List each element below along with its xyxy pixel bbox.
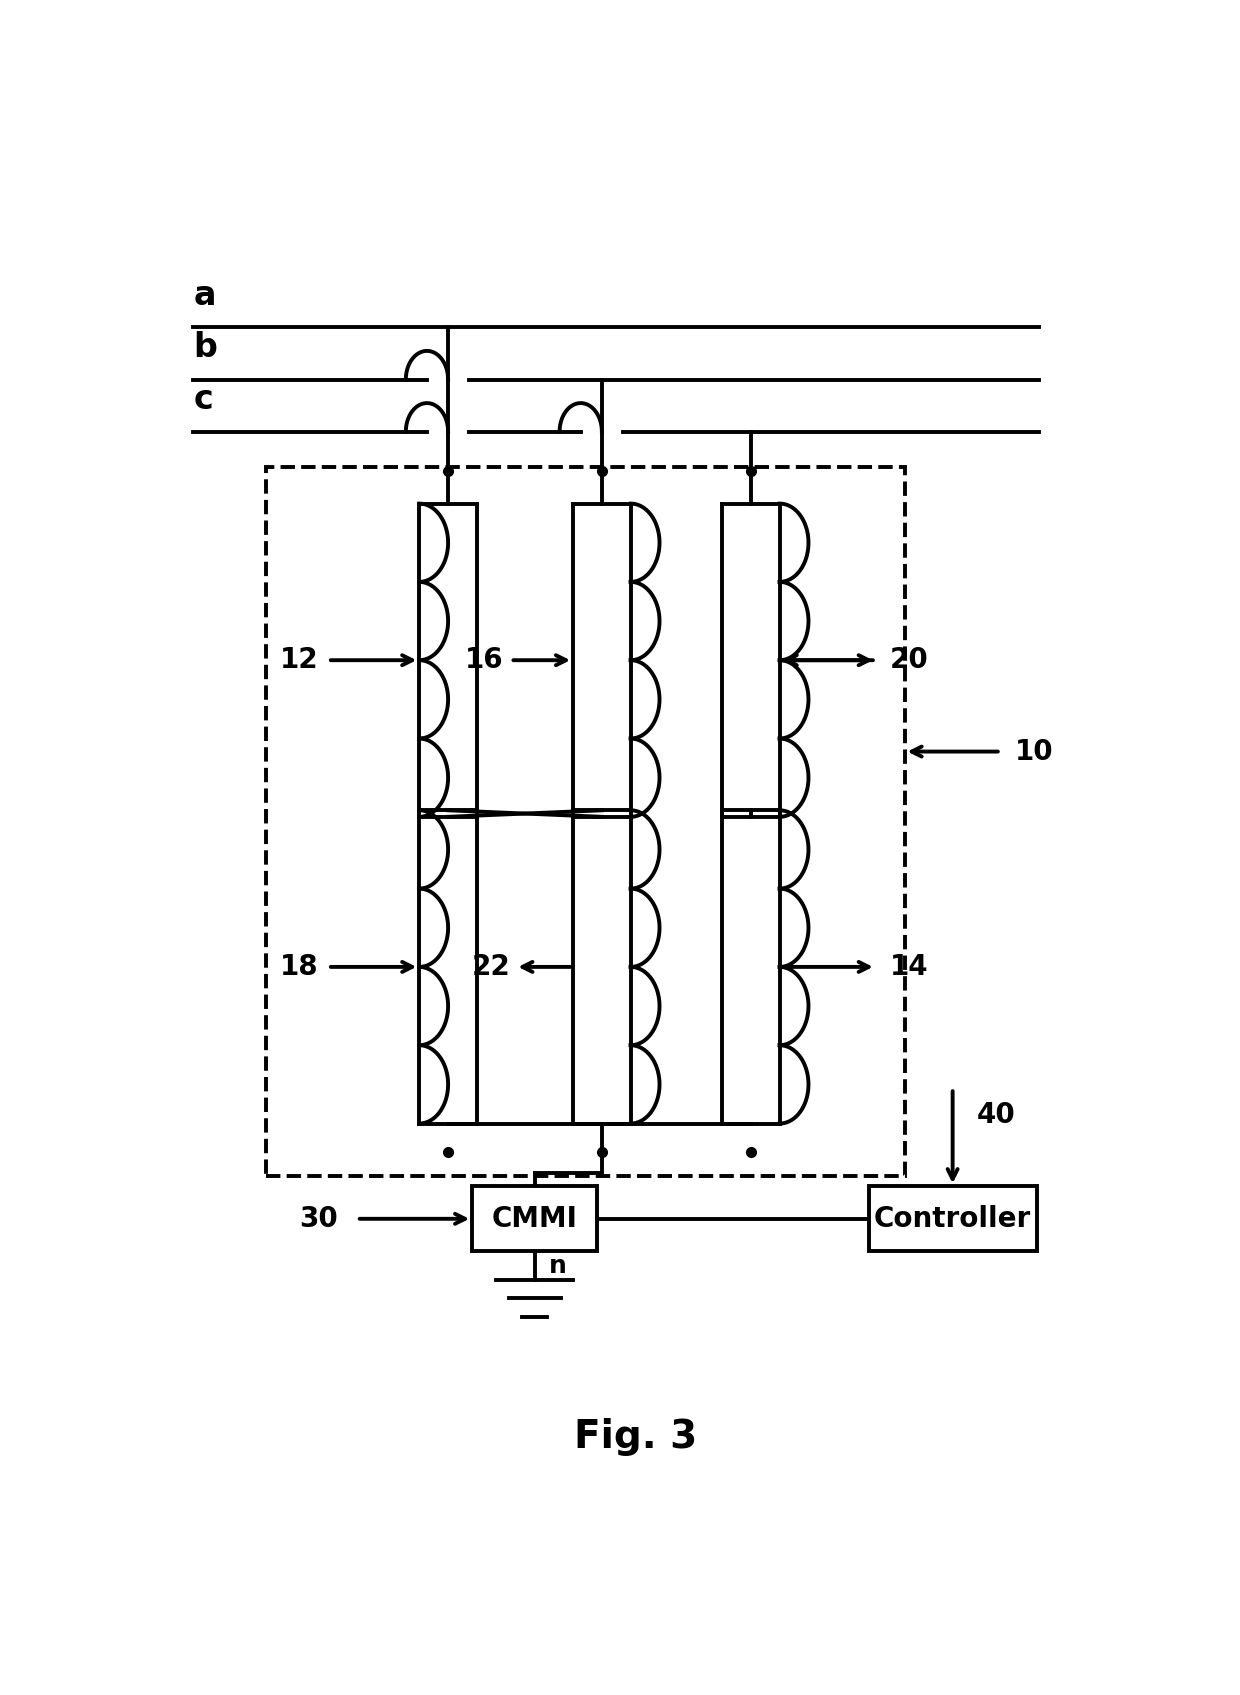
Text: 18: 18 bbox=[280, 953, 319, 981]
Text: 30: 30 bbox=[299, 1205, 337, 1232]
Text: 14: 14 bbox=[890, 953, 929, 981]
Text: Controller: Controller bbox=[874, 1205, 1032, 1232]
Text: a: a bbox=[193, 278, 216, 312]
Text: n: n bbox=[549, 1254, 567, 1278]
Text: 20: 20 bbox=[890, 646, 929, 675]
Text: Fig. 3: Fig. 3 bbox=[574, 1417, 697, 1456]
Text: b: b bbox=[193, 331, 217, 364]
Bar bbox=[868, 1186, 1037, 1251]
Bar bbox=[472, 1186, 596, 1251]
Text: c: c bbox=[193, 383, 213, 417]
Text: CMMI: CMMI bbox=[491, 1205, 578, 1232]
Text: 40: 40 bbox=[977, 1102, 1016, 1129]
Text: 10: 10 bbox=[1016, 737, 1054, 766]
Text: 16: 16 bbox=[465, 646, 503, 675]
Text: 12: 12 bbox=[280, 646, 319, 675]
Bar bbox=[265, 468, 905, 1176]
Text: 22: 22 bbox=[472, 953, 511, 981]
